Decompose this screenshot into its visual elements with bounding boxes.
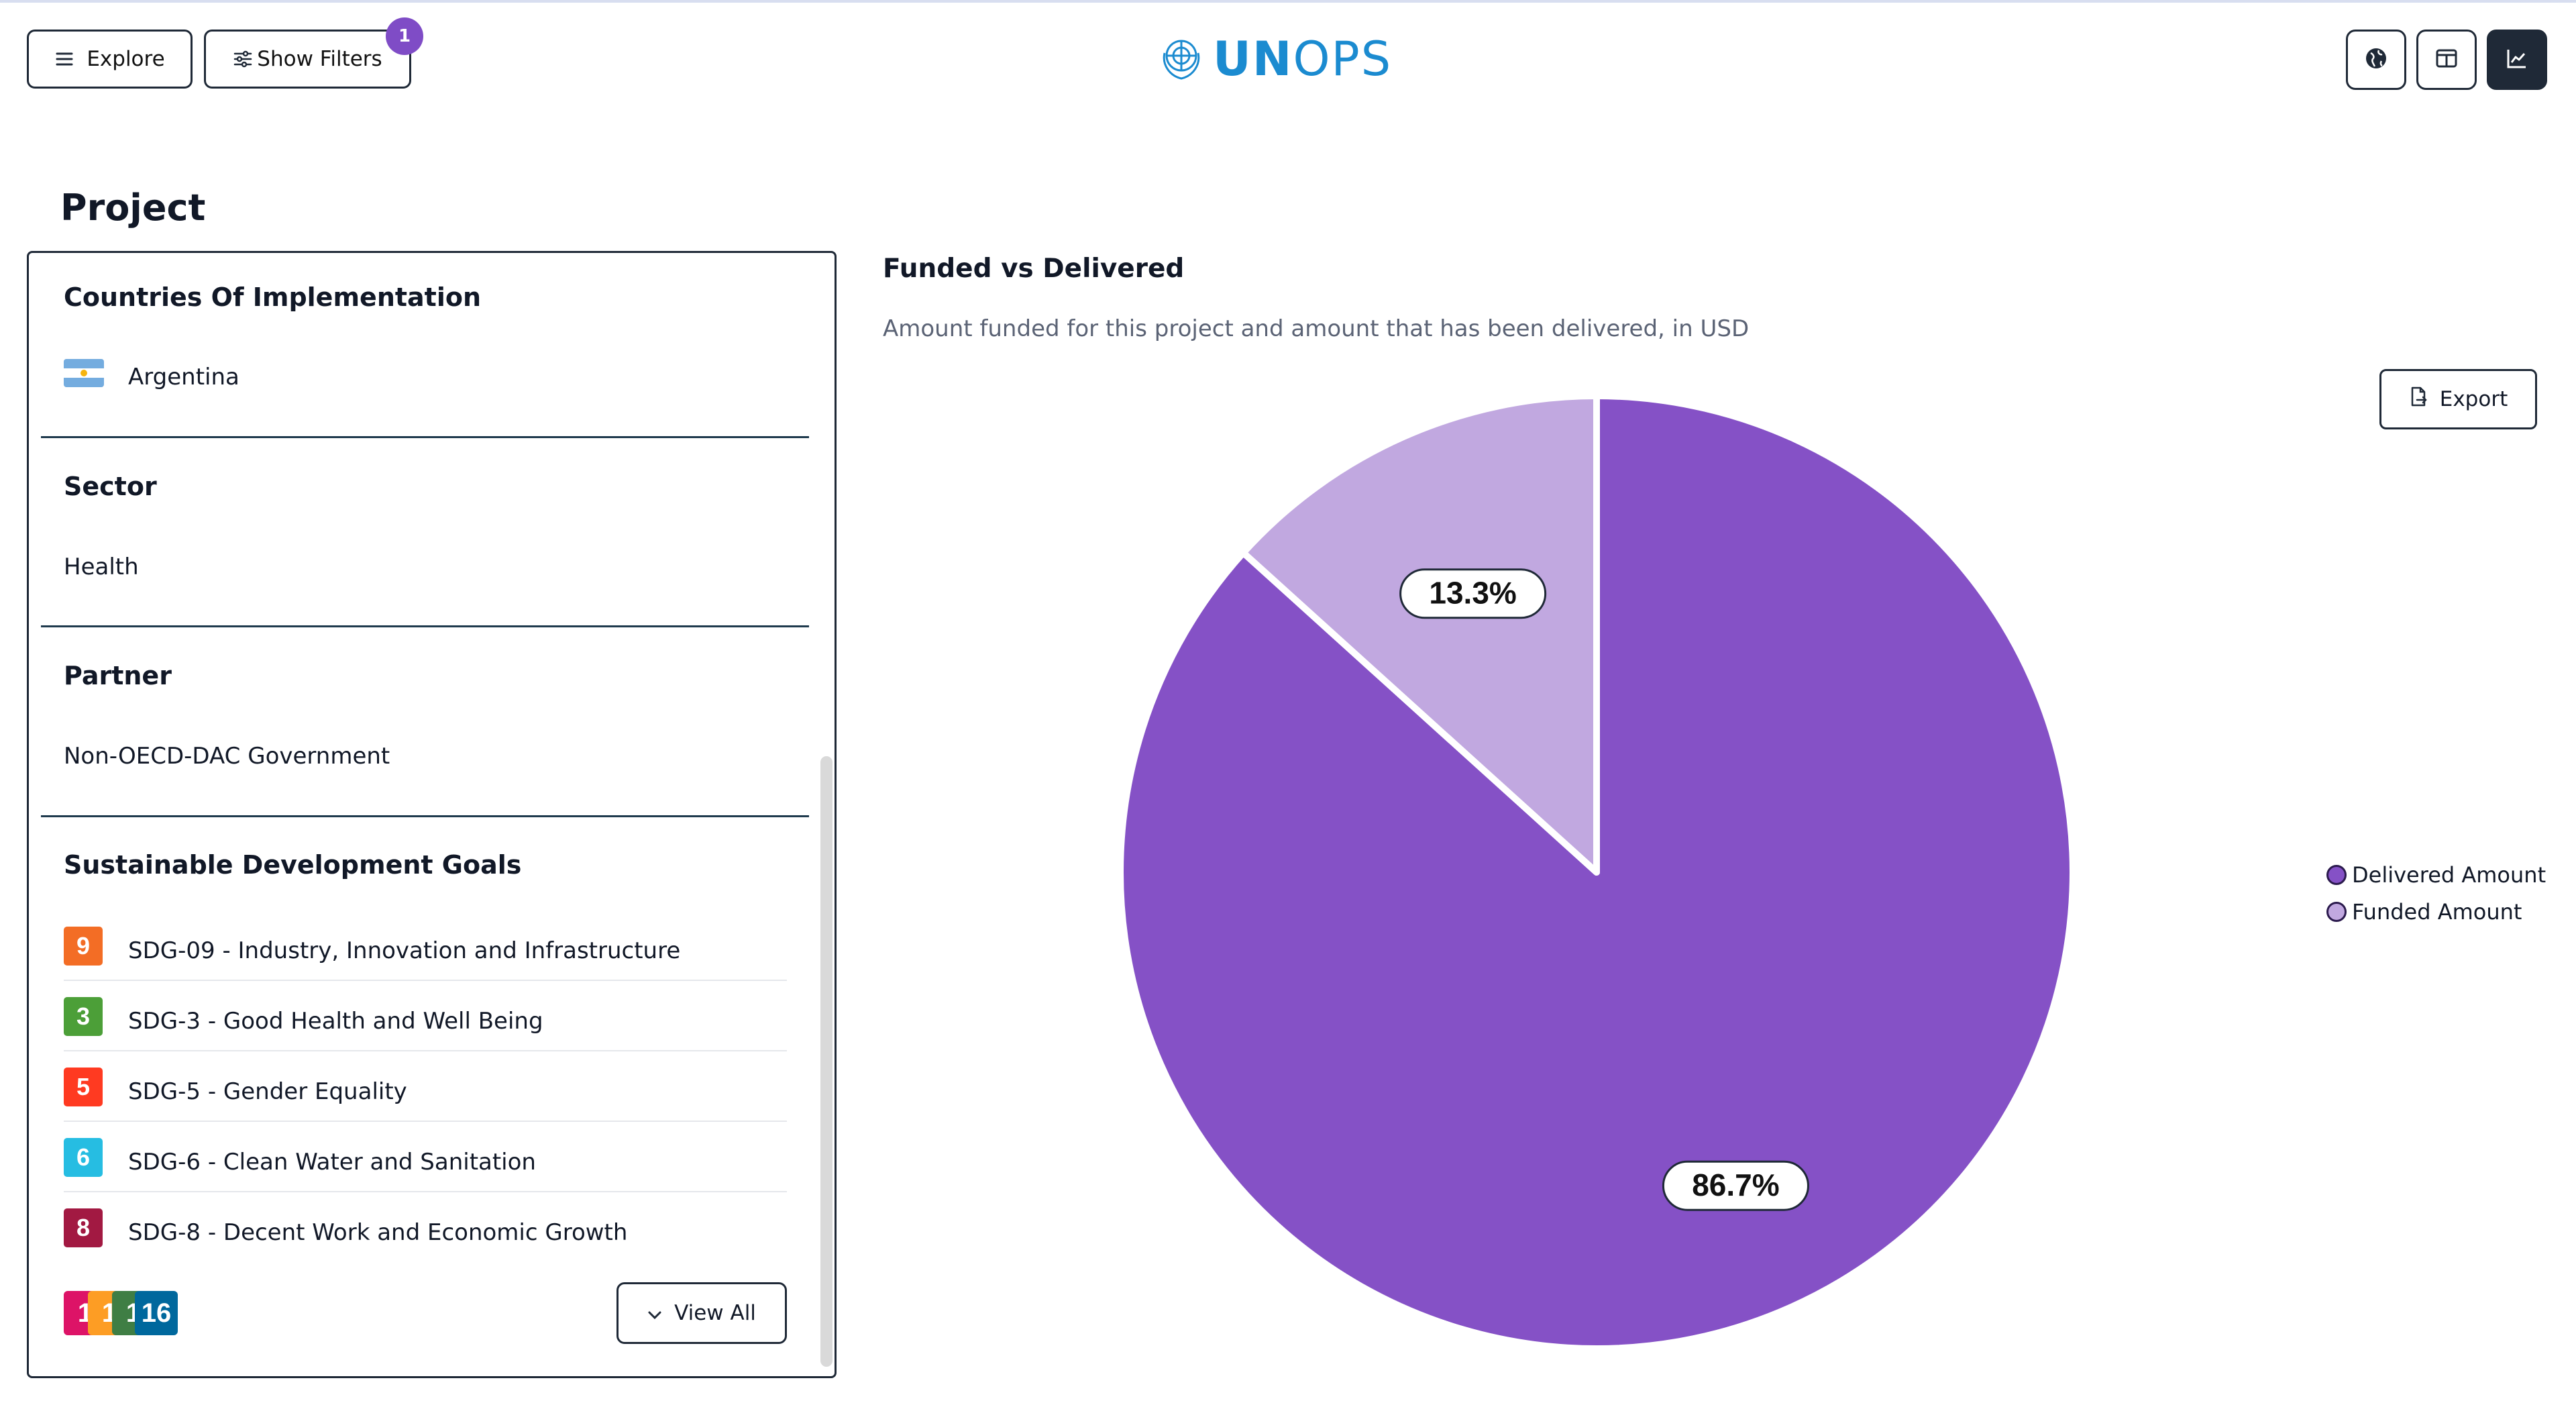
legend-swatch-icon (2326, 864, 2347, 885)
view-all-button[interactable]: View All (616, 1282, 787, 1344)
legend-item[interactable]: Funded Amount (2326, 893, 2546, 930)
sector-heading: Sector (64, 472, 157, 501)
sdg-8-icon: 8 (64, 1208, 103, 1247)
section-divider (41, 625, 809, 627)
funded-vs-delivered-pie: 86.7% 13.3% (1117, 393, 2076, 1352)
country-argentina: Argentina (128, 364, 239, 391)
line-chart-icon (2505, 46, 2529, 73)
globe-view-button[interactable] (2346, 30, 2406, 90)
sdg-6-icon: 6 (64, 1138, 103, 1177)
unops-logo: UNOPS (1157, 32, 1393, 87)
export-file-icon (2409, 386, 2428, 413)
sdg-3-icon: 3 (64, 997, 103, 1036)
chart-subtitle: Amount funded for this project and amoun… (883, 315, 1750, 342)
globe-icon (2364, 46, 2388, 73)
sdg-list-item: 9 SDG-09 - Industry, Innovation and Infr… (64, 911, 787, 981)
chart-view-button[interactable] (2487, 30, 2547, 90)
sdg-16-icon: 16 (135, 1291, 178, 1335)
logo-text-ops: OPS (1293, 32, 1393, 87)
page-title: Project (60, 187, 206, 229)
pie-slice-funded-amount[interactable] (1240, 393, 1600, 876)
pie-data-label: 86.7% (1662, 1160, 1809, 1211)
show-filters-button[interactable]: Show Filters (204, 30, 411, 89)
legend-label: Delivered Amount (2352, 862, 2546, 888)
sdg-label: SDG-5 - Gender Equality (128, 1078, 407, 1105)
countries-heading: Countries Of Implementation (64, 282, 482, 312)
show-filters-label: Show Filters (257, 47, 382, 71)
more-sdgs-icons[interactable]: 1 1 1 16 (64, 1291, 178, 1335)
sdg-list-item: 8 SDG-8 - Decent Work and Economic Growt… (64, 1192, 787, 1263)
sdg-5-icon: 5 (64, 1068, 103, 1106)
explore-label: Explore (87, 47, 165, 71)
un-emblem-icon (1157, 33, 1206, 85)
chart-title: Funded vs Delivered (883, 254, 1185, 284)
section-divider (41, 436, 809, 438)
argentina-flag-icon (64, 359, 104, 387)
partner-heading: Partner (64, 661, 172, 690)
explore-button[interactable]: Explore (27, 30, 193, 89)
columns-icon (2434, 46, 2459, 73)
svg-text:13.3%: 13.3% (1429, 576, 1516, 611)
view-all-label: View All (674, 1301, 756, 1325)
svg-text:86.7%: 86.7% (1692, 1167, 1779, 1202)
legend-item[interactable]: Delivered Amount (2326, 856, 2546, 893)
sdg-list-item: 6 SDG-6 - Clean Water and Sanitation (64, 1122, 787, 1192)
legend-label: Funded Amount (2352, 898, 2522, 925)
sdg-list-item: 5 SDG-5 - Gender Equality (64, 1051, 787, 1122)
panel-scrollbar[interactable] (820, 756, 833, 1367)
project-details-panel: Countries Of Implementation Argentina Se… (27, 251, 837, 1378)
sdg-label: SDG-6 - Clean Water and Sanitation (128, 1149, 536, 1176)
sdg-label: SDG-3 - Good Health and Well Being (128, 1008, 543, 1035)
legend-swatch-icon (2326, 901, 2347, 922)
sdgs-heading: Sustainable Development Goals (64, 850, 522, 880)
partner-value: Non-OECD-DAC Government (64, 743, 390, 770)
sector-value: Health (64, 554, 139, 580)
menu-icon (54, 51, 74, 67)
sdg-label: SDG-8 - Decent Work and Economic Growth (128, 1219, 628, 1246)
export-label: Export (2439, 387, 2508, 411)
filter-sliders-icon (233, 50, 253, 68)
sdg-label: SDG-09 - Industry, Innovation and Infras… (128, 937, 681, 964)
export-button[interactable]: Export (2379, 369, 2537, 429)
logo-text-un: UN (1213, 32, 1293, 87)
pie-data-label: 13.3% (1399, 568, 1547, 619)
sdg-list-item: 3 SDG-3 - Good Health and Well Being (64, 981, 787, 1051)
chevron-down-icon (647, 1301, 662, 1325)
top-border (0, 0, 2576, 3)
chart-legend: Delivered Amount Funded Amount (2326, 856, 2546, 930)
filter-count-badge: 1 (386, 17, 423, 55)
table-view-button[interactable] (2416, 30, 2477, 90)
sdg-9-icon: 9 (64, 927, 103, 966)
section-divider (41, 815, 809, 817)
